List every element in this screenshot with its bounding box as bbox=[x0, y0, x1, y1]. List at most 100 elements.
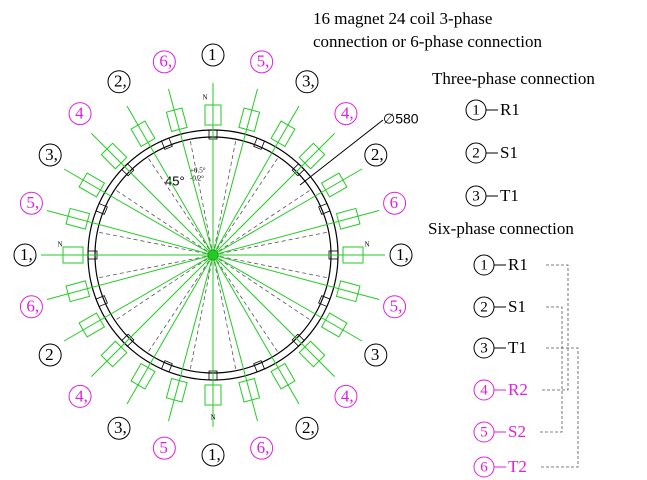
rotor-label: 2 bbox=[45, 345, 54, 364]
rotor-label: 2, bbox=[114, 72, 127, 91]
label-circle bbox=[383, 191, 407, 215]
legend-name: T2 bbox=[508, 457, 527, 476]
magnet bbox=[95, 202, 108, 215]
magnet-axis bbox=[212, 231, 329, 256]
label-circle bbox=[295, 416, 319, 440]
label-circle bbox=[152, 436, 176, 460]
coil-line bbox=[212, 254, 335, 377]
coil bbox=[320, 312, 348, 338]
coil bbox=[65, 207, 91, 230]
label-circle bbox=[19, 191, 43, 215]
magnet-axis bbox=[114, 254, 214, 321]
six-phase-title: Six-phase connection bbox=[428, 219, 574, 238]
magnet-axis bbox=[189, 139, 214, 256]
title-line: 16 magnet 24 coil 3-phase bbox=[313, 9, 492, 28]
coil-line bbox=[63, 254, 214, 342]
label-circle bbox=[19, 295, 43, 319]
magnet-axis bbox=[189, 254, 214, 371]
label-circle bbox=[389, 243, 413, 267]
coil bbox=[342, 246, 364, 264]
coil-line bbox=[63, 168, 214, 256]
coil-line bbox=[212, 254, 380, 300]
rotor-label: 3, bbox=[114, 418, 127, 437]
rotor-label: 5 bbox=[159, 438, 168, 457]
rotor-label: 5, bbox=[257, 52, 270, 71]
coil bbox=[165, 107, 188, 133]
legend-number: 3 bbox=[480, 340, 488, 356]
pole-label: N bbox=[57, 241, 62, 249]
phase-connector bbox=[540, 306, 563, 433]
magnet bbox=[95, 295, 108, 308]
label-circle bbox=[250, 50, 274, 74]
magnet-axis bbox=[212, 254, 279, 354]
title-line: connection or 6-phase connection bbox=[313, 32, 542, 51]
coil-line bbox=[212, 105, 300, 256]
magnet-axis bbox=[212, 254, 237, 371]
magnet bbox=[160, 360, 173, 373]
legend-number: 1 bbox=[480, 257, 488, 273]
rotor-label: 1 bbox=[208, 45, 217, 64]
magnet-axis bbox=[97, 254, 214, 279]
coil bbox=[270, 120, 296, 148]
label-circle bbox=[295, 70, 319, 94]
label-circle bbox=[38, 343, 62, 367]
rotor-label: 6, bbox=[257, 438, 270, 457]
coil bbox=[100, 340, 128, 368]
phase-connector bbox=[540, 264, 569, 391]
label-circle bbox=[250, 436, 274, 460]
coil-line bbox=[126, 105, 214, 256]
coil-line bbox=[212, 254, 300, 405]
label-circle bbox=[38, 143, 62, 167]
coil-line bbox=[212, 133, 335, 256]
label-circle bbox=[107, 416, 131, 440]
coil bbox=[270, 362, 296, 390]
magnet-axis bbox=[97, 231, 214, 256]
coil bbox=[238, 107, 261, 133]
coil-line bbox=[46, 254, 214, 300]
rotor-label: 2, bbox=[302, 418, 315, 437]
tolerance-label: +0.5° bbox=[190, 167, 206, 175]
three-phase-title: Three-phase connection bbox=[432, 69, 595, 88]
coil-line bbox=[91, 133, 214, 256]
legend-number: 6 bbox=[480, 459, 488, 475]
rotor-label: 6, bbox=[159, 52, 172, 71]
rotor-label: 4, bbox=[75, 386, 88, 405]
rotor-label: 6, bbox=[26, 297, 39, 316]
coil bbox=[335, 280, 361, 303]
coil bbox=[100, 142, 128, 170]
magnet-axis bbox=[212, 254, 312, 321]
dimension-label: ∅580 bbox=[383, 111, 419, 127]
label-circle bbox=[107, 70, 131, 94]
magnet-axis bbox=[212, 189, 312, 256]
coil bbox=[335, 207, 361, 230]
coil-line bbox=[46, 210, 214, 256]
rotor-label: 5, bbox=[390, 297, 403, 316]
pole-label: N bbox=[202, 94, 207, 102]
legend-name: R1 bbox=[500, 100, 520, 119]
coil-line bbox=[212, 168, 363, 256]
magnet bbox=[160, 137, 173, 150]
pole-label: N bbox=[364, 241, 369, 249]
coil-line bbox=[212, 254, 363, 342]
coil bbox=[65, 280, 91, 303]
coil bbox=[238, 377, 261, 403]
rotor-label: 3, bbox=[45, 145, 58, 164]
coil bbox=[78, 312, 106, 338]
coil bbox=[298, 142, 326, 170]
legend-name: S1 bbox=[508, 297, 526, 316]
legend-name: T1 bbox=[500, 186, 519, 205]
coil-line bbox=[212, 88, 258, 256]
label-circle bbox=[334, 384, 358, 408]
legend-number: 1 bbox=[472, 102, 480, 118]
rotor-label: 1, bbox=[396, 245, 409, 264]
rotor-label: 3 bbox=[371, 345, 380, 364]
coil-line bbox=[212, 210, 380, 256]
coil bbox=[204, 384, 222, 406]
label-circle bbox=[152, 50, 176, 74]
label-circle bbox=[334, 102, 358, 126]
rotor-label: 1, bbox=[208, 445, 221, 464]
magnet bbox=[318, 202, 331, 215]
legend-name: R2 bbox=[508, 380, 528, 399]
rotor-label: 4, bbox=[341, 103, 354, 122]
